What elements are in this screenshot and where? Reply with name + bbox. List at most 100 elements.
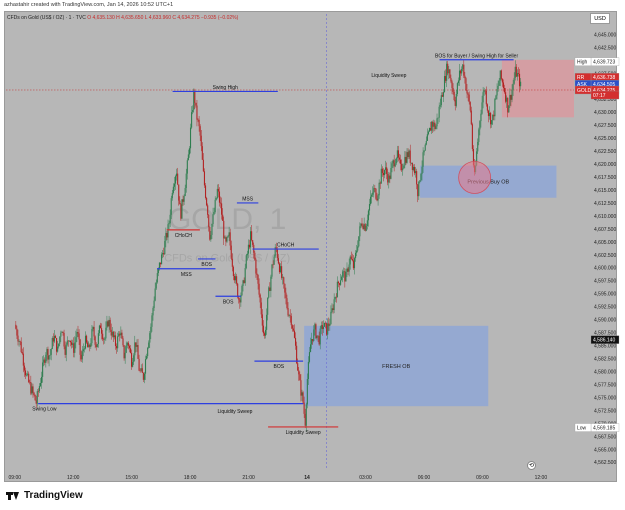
candle-body (452, 88, 454, 92)
candle-body (396, 150, 398, 159)
candle-body (51, 338, 53, 350)
candle-body (320, 325, 322, 329)
candle-body (285, 292, 287, 299)
candle-body (226, 237, 228, 242)
candle-body (490, 112, 492, 125)
candle-body (426, 134, 428, 141)
candle-body (463, 64, 465, 76)
candle-body (222, 214, 224, 221)
symbol-legend[interactable]: CFDs on Gold (US$ / OZ) · 1 · TVC O 4,63… (7, 15, 238, 21)
candle-body (71, 342, 73, 345)
candle-body (240, 295, 242, 303)
price-tick-label: 4,595.000 (594, 292, 616, 298)
candle-body (289, 315, 291, 317)
candle-body (376, 198, 378, 201)
candle-body (305, 404, 307, 426)
candle-body (170, 198, 172, 215)
candle-body (101, 328, 103, 334)
candle-body (334, 297, 336, 300)
time-tick-label: 18:00 (184, 475, 197, 481)
candle-body (176, 173, 178, 177)
candle-body (437, 117, 439, 119)
price-tick-label: 4,562.500 (594, 460, 616, 466)
candle-body (432, 121, 434, 127)
candle-body (297, 363, 299, 371)
candle-body (403, 165, 405, 169)
candle-body (392, 160, 394, 164)
candle-body (75, 337, 77, 343)
candle-body (185, 173, 187, 189)
candle-body (292, 328, 294, 331)
candle-body (59, 336, 61, 344)
candle-body (238, 297, 240, 300)
candle-body (89, 344, 91, 347)
candle-body (410, 162, 412, 164)
price-tick-label: 4,620.000 (594, 162, 616, 168)
price-tick-label: 4,592.500 (594, 305, 616, 311)
price-flag-value: 4,586.140 (593, 338, 615, 344)
candle-body (18, 341, 20, 342)
candle-body (244, 268, 246, 283)
candle-body (81, 351, 83, 360)
price-flag-value: 07:17 (593, 93, 606, 99)
candle-body (335, 297, 337, 298)
candle-body (159, 262, 162, 265)
brand-name: TradingView (24, 490, 83, 501)
candle-body (48, 355, 50, 360)
zone-0[interactable] (304, 325, 489, 407)
candle-body (60, 332, 62, 337)
candle-body (457, 80, 460, 84)
candle-body (472, 148, 475, 166)
candle-body (221, 203, 223, 215)
candle-body (419, 180, 421, 183)
price-tick-label: 4,627.500 (594, 123, 616, 129)
candle-body (129, 348, 132, 353)
price-tick-label: 4,585.000 (594, 344, 616, 350)
candle-body (47, 349, 49, 360)
candle-body (308, 352, 311, 362)
candle-body (131, 352, 133, 367)
candle-body (264, 329, 267, 336)
currency-button[interactable]: USD (590, 13, 610, 24)
candle-body (136, 345, 138, 347)
candle-body (52, 338, 54, 342)
candle-body (456, 83, 458, 94)
candle-body (389, 175, 391, 179)
candle-body (49, 354, 51, 356)
candle-body (405, 156, 407, 163)
candle-body (302, 392, 304, 403)
zone-2[interactable] (501, 59, 574, 118)
level-label: BOS (223, 299, 234, 305)
candle-body (98, 325, 100, 334)
candle-body (287, 307, 289, 316)
time-tick-label: 06:00 (418, 475, 431, 481)
candle-body (278, 263, 281, 273)
candle-body (272, 264, 274, 266)
candle-body (328, 323, 330, 326)
candle-body (455, 93, 457, 106)
candle-body (66, 340, 68, 345)
price-flag-value: 4,639.723 (593, 60, 615, 66)
candle-body (442, 92, 444, 97)
candle-body (179, 200, 181, 205)
symbol-title: CFDs on Gold (US$ / OZ) · 1 · TVC (7, 15, 86, 21)
price-tick-label: 4,582.500 (594, 357, 616, 363)
candle-body (256, 273, 258, 276)
candle-body (162, 253, 164, 255)
candle-body (106, 321, 108, 328)
candle-body (112, 331, 114, 338)
level-label: BOS for Buyer / Swing High for Seller (435, 53, 518, 59)
candle-body (141, 368, 143, 373)
candle-body (413, 166, 416, 174)
candle-body (385, 167, 387, 171)
candle-body (483, 90, 485, 93)
candle-body (120, 332, 122, 336)
candle-body (477, 141, 479, 152)
candle-body (109, 319, 111, 330)
candle-body (470, 110, 472, 125)
candle-body (491, 120, 493, 125)
reset-zoom-icon[interactable]: ⟲ (527, 461, 536, 470)
candle-body (28, 373, 30, 383)
candle-body (262, 325, 264, 334)
